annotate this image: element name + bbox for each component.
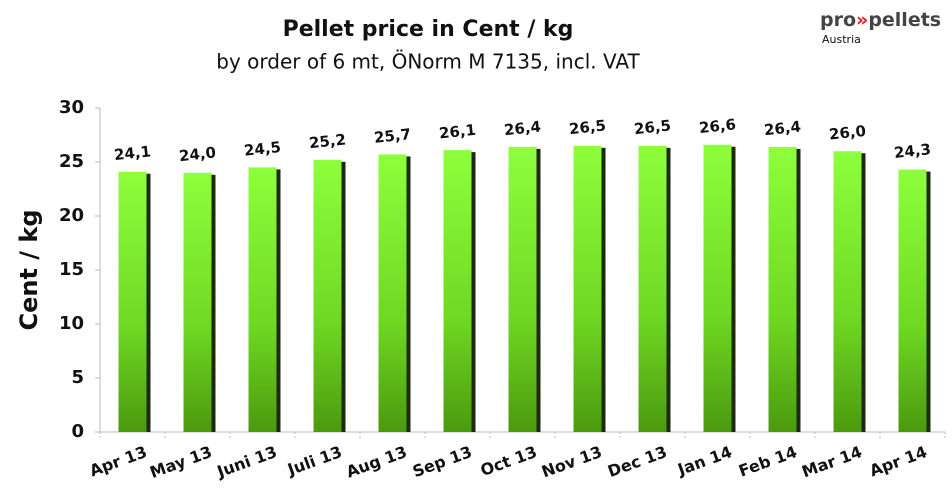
x-tick-label: May 13 bbox=[147, 442, 214, 482]
value-label: 25,7 bbox=[373, 125, 412, 147]
x-tick-label: Juni 13 bbox=[214, 442, 280, 481]
x-tick-label: Dec 13 bbox=[605, 442, 669, 481]
bar bbox=[248, 167, 277, 432]
value-label: 26,4 bbox=[763, 117, 802, 139]
value-label: 26,1 bbox=[438, 121, 477, 143]
bar bbox=[508, 146, 537, 432]
chart-title: Pellet price in Cent / kg bbox=[283, 17, 574, 42]
value-label: 24,5 bbox=[243, 138, 282, 160]
x-tick-label: Aug 13 bbox=[344, 442, 410, 481]
x-tick-label: Nov 13 bbox=[539, 442, 604, 481]
bar bbox=[313, 159, 342, 432]
value-label: 26,0 bbox=[828, 122, 867, 144]
bar bbox=[833, 151, 862, 432]
x-tick-label: Juli 13 bbox=[284, 442, 344, 479]
bar bbox=[638, 145, 667, 433]
x-tick-label: Feb 14 bbox=[736, 442, 799, 481]
value-label: 26,5 bbox=[633, 116, 672, 138]
x-tick-label: Oct 13 bbox=[478, 442, 540, 480]
bar bbox=[898, 169, 927, 432]
x-tick-label: Sep 13 bbox=[410, 442, 474, 481]
y-tick-label: 10 bbox=[59, 313, 84, 334]
x-tick-label: Jan 14 bbox=[674, 442, 734, 479]
logo: pro»pellets bbox=[820, 9, 941, 31]
y-tick-label: 25 bbox=[59, 151, 84, 172]
bar bbox=[118, 171, 147, 432]
value-label: 26,6 bbox=[698, 115, 737, 137]
value-label: 25,2 bbox=[308, 130, 347, 152]
value-label: 24,1 bbox=[113, 142, 152, 164]
y-axis-label: Cent / kg bbox=[15, 209, 43, 330]
bar bbox=[703, 144, 732, 432]
logo-part: » bbox=[856, 9, 868, 31]
y-tick-label: 15 bbox=[59, 259, 84, 280]
y-tick-label: 20 bbox=[59, 205, 84, 226]
logo-part: pellets bbox=[868, 9, 941, 31]
x-tick-label: Apr 14 bbox=[867, 442, 929, 480]
x-tick-label: Mar 14 bbox=[799, 442, 864, 481]
chart-subtitle: by order of 6 mt, ÖNorm M 7135, incl. VA… bbox=[216, 50, 640, 74]
value-label: 26,4 bbox=[503, 117, 542, 139]
logo-part: pro bbox=[820, 9, 856, 31]
y-tick-label: 0 bbox=[71, 421, 84, 442]
bar bbox=[183, 172, 212, 433]
y-tick-label: 5 bbox=[71, 367, 84, 388]
bar bbox=[378, 154, 407, 432]
value-label: 24,0 bbox=[178, 143, 217, 165]
bar bbox=[573, 145, 602, 433]
x-tick-label: Apr 13 bbox=[87, 442, 149, 480]
bar bbox=[768, 146, 797, 432]
logo-region: Austria bbox=[822, 33, 861, 46]
bar bbox=[443, 150, 472, 432]
value-label: 26,5 bbox=[568, 116, 607, 138]
value-label: 24,3 bbox=[893, 140, 932, 162]
y-tick-label: 30 bbox=[59, 97, 84, 118]
